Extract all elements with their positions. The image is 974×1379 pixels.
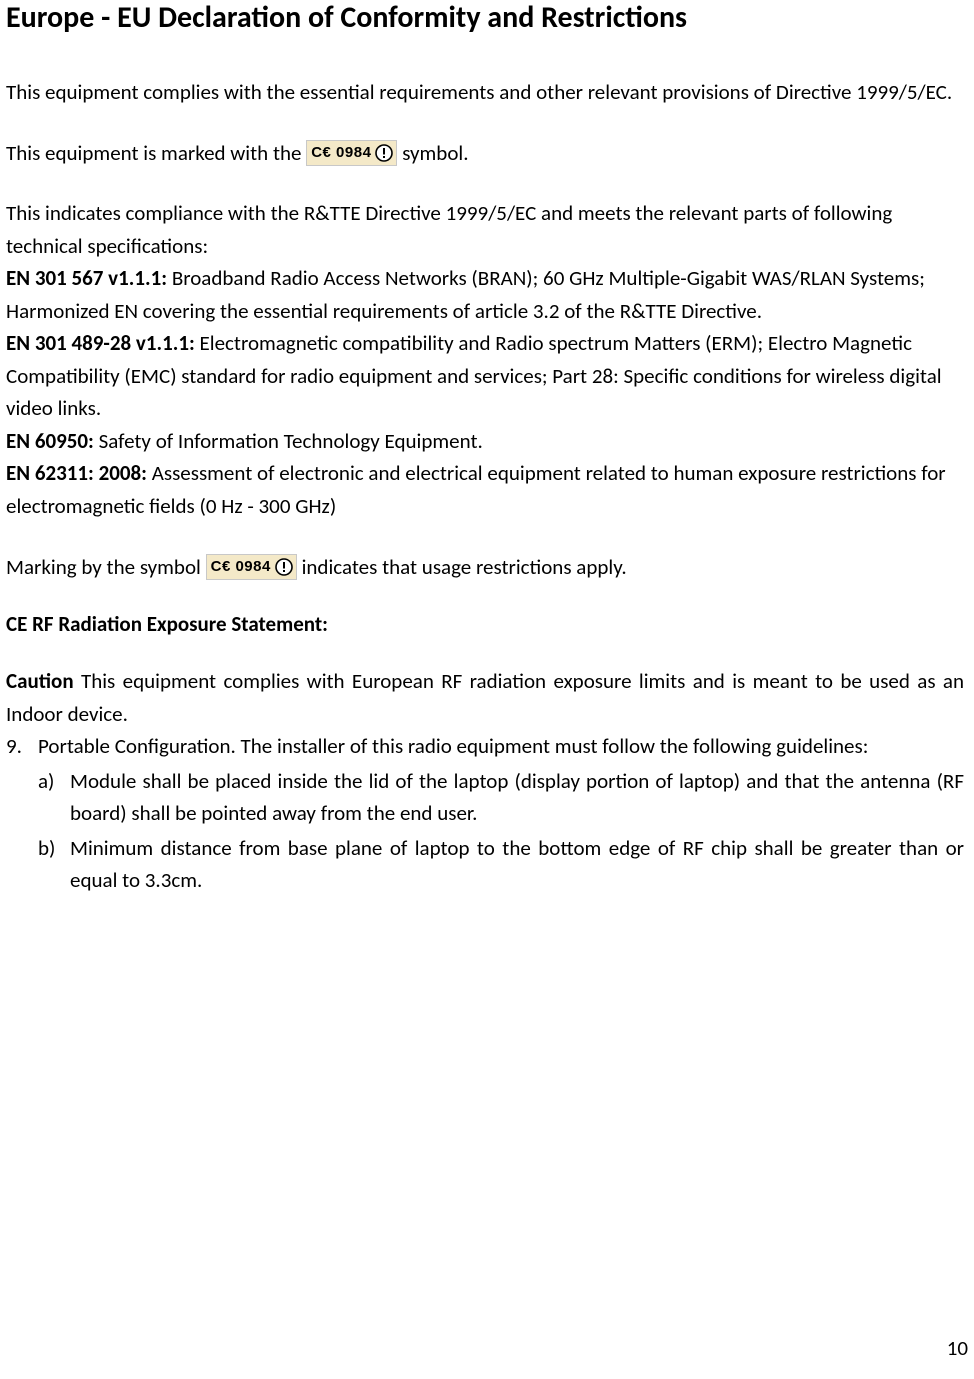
spec-item: EN 301 489-28 v1.1.1: Electromagnetic co… bbox=[6, 327, 964, 425]
spec-label: EN 62311: 2008: bbox=[6, 460, 152, 486]
caution-paragraph: Caution This equipment complies with Eur… bbox=[6, 665, 964, 730]
spec-label: EN 301 489-28 v1.1.1: bbox=[6, 330, 200, 356]
rf-exposure-heading: CE RF Radiation Exposure Statement: bbox=[6, 611, 964, 637]
marked-with-paragraph: This equipment is marked with the C€ 098… bbox=[6, 137, 964, 170]
text-before-badge: This equipment is marked with the bbox=[6, 140, 306, 166]
ce-mark-badge: C€ 0984 bbox=[206, 554, 297, 580]
list-number: 9. bbox=[6, 730, 38, 899]
ce-mark-text: C€ 0984 bbox=[311, 141, 371, 164]
list-number: a) bbox=[38, 765, 70, 830]
spec-item: EN 301 567 v1.1.1: Broadband Radio Acces… bbox=[6, 262, 964, 327]
alert-circle-icon bbox=[375, 144, 393, 162]
list-item: a) Module shall be placed inside the lid… bbox=[38, 765, 964, 830]
list-content: Portable Configuration. The installer of… bbox=[38, 730, 964, 899]
page-number: 10 bbox=[947, 1335, 968, 1361]
caution-label: Caution bbox=[6, 668, 74, 694]
spec-label: EN 60950: bbox=[6, 428, 99, 454]
text-before-badge: Marking by the symbol bbox=[6, 554, 206, 580]
spec-item: EN 60950: Safety of Information Technolo… bbox=[6, 425, 964, 458]
list-item: 9. Portable Configuration. The installer… bbox=[6, 730, 964, 899]
marking-restrictions-paragraph: Marking by the symbol C€ 0984 indicates … bbox=[6, 551, 964, 584]
specs-block: This indicates compliance with the R&TTE… bbox=[6, 197, 964, 522]
specs-intro: This indicates compliance with the R&TTE… bbox=[6, 197, 964, 262]
list-item: b) Minimum distance from base plane of l… bbox=[38, 832, 964, 897]
ce-mark-text: C€ 0984 bbox=[211, 555, 271, 578]
intro-paragraph: This equipment complies with the essenti… bbox=[6, 76, 964, 109]
list-item-text: Portable Configuration. The installer of… bbox=[38, 733, 868, 759]
ce-mark-badge: C€ 0984 bbox=[306, 140, 397, 166]
alert-circle-icon bbox=[275, 558, 293, 576]
text-after-badge: symbol. bbox=[402, 140, 468, 166]
numbered-list: 9. Portable Configuration. The installer… bbox=[6, 730, 964, 899]
text-after-badge: indicates that usage restrictions apply. bbox=[302, 554, 627, 580]
sub-list: a) Module shall be placed inside the lid… bbox=[38, 765, 964, 897]
list-item-text: Module shall be placed inside the lid of… bbox=[70, 765, 964, 830]
page-title: Europe - EU Declaration of Conformity an… bbox=[6, 0, 964, 36]
list-item-text: Minimum distance from base plane of lapt… bbox=[70, 832, 964, 897]
spec-text: Safety of Information Technology Equipme… bbox=[99, 428, 483, 454]
spec-item: EN 62311: 2008: Assessment of electronic… bbox=[6, 457, 964, 522]
spec-label: EN 301 567 v1.1.1: bbox=[6, 265, 172, 291]
list-number: b) bbox=[38, 832, 70, 897]
caution-text: This equipment complies with European RF… bbox=[6, 668, 964, 727]
